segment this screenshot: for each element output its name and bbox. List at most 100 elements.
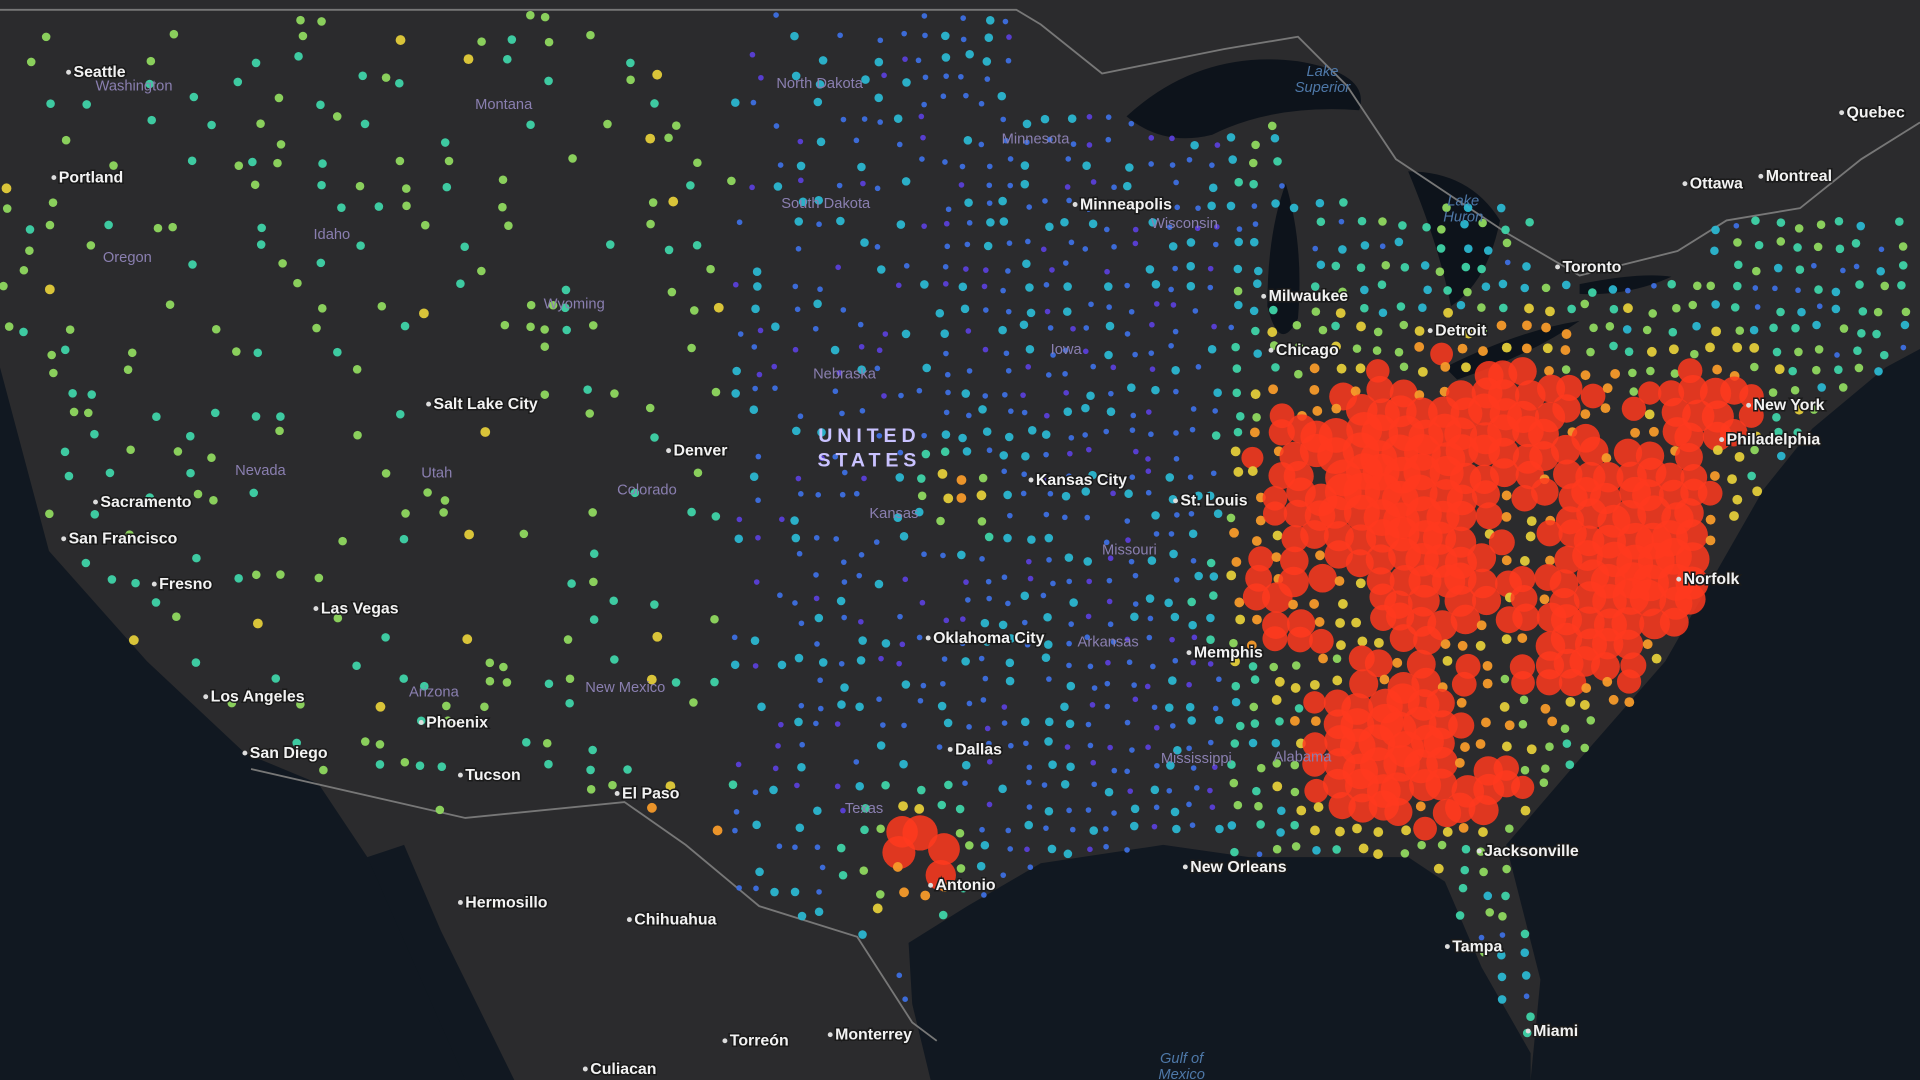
map-dot <box>1081 403 1090 413</box>
map-dot <box>1754 304 1761 310</box>
map-dot <box>1271 695 1282 705</box>
map-dot <box>999 217 1009 226</box>
map-dot <box>360 119 370 129</box>
map-dot <box>1083 557 1093 566</box>
map-dot <box>211 324 221 334</box>
map-dot <box>1005 308 1012 315</box>
map-dot <box>861 475 867 482</box>
map-dot <box>1501 741 1512 752</box>
map-dot <box>61 135 71 145</box>
city-marker <box>1758 173 1764 179</box>
map-dot <box>105 468 115 478</box>
map-dot <box>1269 305 1278 315</box>
map-dot <box>1021 619 1028 626</box>
map-dot <box>186 468 195 478</box>
map-dot <box>252 618 263 629</box>
map-dot <box>1483 891 1493 901</box>
map-dot <box>147 115 157 125</box>
map-dot <box>936 744 943 750</box>
map-dot <box>294 52 303 61</box>
map-dot <box>1831 304 1841 314</box>
map-dot <box>1 183 12 194</box>
map-dot <box>1605 322 1615 331</box>
map-dot <box>1110 364 1117 371</box>
water-label: Gulf of <box>1160 1051 1205 1067</box>
map-dot <box>732 366 741 376</box>
city-label: Sacramento <box>100 494 191 511</box>
map-dot <box>1500 674 1510 684</box>
map-dot <box>1463 287 1472 297</box>
map-dot <box>589 577 598 587</box>
map-dot <box>1063 407 1073 416</box>
map-dot <box>1000 872 1007 878</box>
map-dot <box>1247 466 1258 476</box>
map-dot <box>1226 201 1236 211</box>
map-dot <box>1173 745 1182 755</box>
map-dot <box>1511 775 1535 799</box>
map-dot <box>1423 285 1432 295</box>
map-dot <box>817 428 826 437</box>
map-dot <box>401 509 410 518</box>
state-label: Minnesota <box>1002 131 1071 147</box>
water-label: Superior <box>1295 80 1352 96</box>
map-dot <box>585 409 595 418</box>
map-dot <box>830 345 840 355</box>
map-dot <box>507 35 517 44</box>
map-dot <box>499 662 508 672</box>
map-dot <box>998 620 1008 630</box>
map-dot <box>1047 490 1054 497</box>
map-dot <box>1489 458 1519 488</box>
map-dot <box>1214 715 1224 725</box>
map-dot <box>1471 585 1502 616</box>
map-dot <box>794 217 804 226</box>
map-dot <box>1392 657 1403 668</box>
map-dot <box>1230 739 1240 748</box>
map-dot <box>1148 350 1155 356</box>
map-dot <box>1082 161 1091 170</box>
map-dot <box>1793 428 1802 437</box>
map-dot <box>1000 287 1006 294</box>
map-dot <box>982 346 989 353</box>
map-dot <box>858 636 867 645</box>
map-dot <box>965 841 974 850</box>
city-label: Miami <box>1533 1023 1578 1040</box>
map-dot <box>399 674 409 683</box>
map-dot <box>1132 240 1139 247</box>
map-dot <box>1812 320 1821 330</box>
map-dot <box>1356 321 1366 332</box>
map-dot <box>1065 156 1072 162</box>
map-dot <box>1070 141 1077 147</box>
map-dot <box>791 71 801 81</box>
map-dot <box>1252 221 1259 227</box>
map-dot <box>606 240 615 249</box>
atlantic-ocean <box>1506 348 1920 1080</box>
map-dot <box>1733 238 1742 247</box>
map-dot <box>1853 263 1860 270</box>
map-dot <box>1069 598 1078 607</box>
map-dot <box>997 91 1007 101</box>
map-dot <box>1711 300 1720 309</box>
map-dot <box>1110 639 1117 645</box>
map-dot <box>1066 578 1073 585</box>
map-dot <box>1769 323 1778 333</box>
map-dot <box>1729 511 1739 521</box>
map-dot <box>1211 431 1221 440</box>
map-dot <box>755 534 761 541</box>
map-dot <box>1277 806 1286 816</box>
water-label: Huron <box>1443 210 1483 226</box>
map-dot <box>986 182 993 189</box>
map-dot <box>1043 825 1049 831</box>
city-label: Monterrey <box>835 1027 912 1044</box>
map-dot <box>1338 287 1347 297</box>
map-dot <box>840 807 846 814</box>
lake-erie <box>1444 320 1580 380</box>
map-dot <box>668 196 679 207</box>
map-dot <box>1394 237 1404 247</box>
map-dot <box>928 833 960 865</box>
map-dot <box>964 198 973 207</box>
map-dot <box>965 328 972 334</box>
map-dot <box>1272 781 1283 792</box>
map-dot <box>395 78 404 88</box>
map-dot <box>1207 787 1213 794</box>
map-dot <box>1207 284 1214 291</box>
